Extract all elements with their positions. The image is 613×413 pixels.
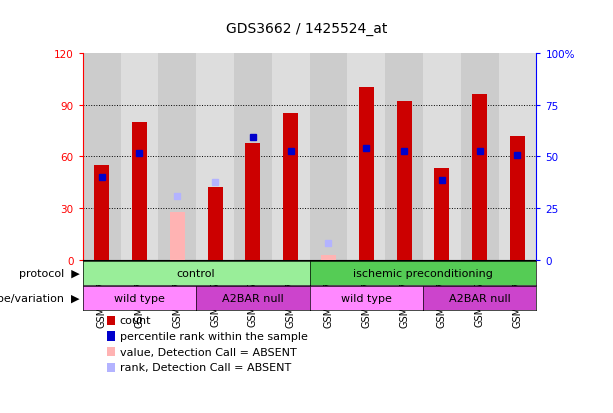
Bar: [245, 143, 261, 260]
Bar: [196, 54, 234, 260]
Text: ischemic preconditioning: ischemic preconditioning: [353, 268, 493, 278]
Text: genotype/variation  ▶: genotype/variation ▶: [0, 294, 80, 304]
Text: control: control: [177, 268, 216, 278]
Bar: [434, 169, 449, 260]
Text: GDS3662 / 1425524_at: GDS3662 / 1425524_at: [226, 22, 387, 36]
Bar: [498, 54, 536, 260]
Bar: [272, 54, 310, 260]
Bar: [283, 114, 299, 260]
Text: A2BAR null: A2BAR null: [222, 294, 284, 304]
Text: count: count: [120, 316, 151, 325]
Bar: [461, 54, 498, 260]
Bar: [321, 255, 336, 260]
Bar: [94, 166, 109, 260]
Bar: [359, 88, 374, 260]
Bar: [510, 136, 525, 260]
Text: wild type: wild type: [341, 294, 392, 304]
Bar: [423, 54, 461, 260]
Text: wild type: wild type: [114, 294, 165, 304]
Bar: [132, 123, 147, 260]
Text: value, Detection Call = ABSENT: value, Detection Call = ABSENT: [120, 347, 296, 357]
Bar: [348, 54, 385, 260]
Text: A2BAR null: A2BAR null: [449, 294, 511, 304]
Bar: [397, 102, 412, 260]
Bar: [310, 54, 348, 260]
Bar: [170, 212, 185, 260]
Text: percentile rank within the sample: percentile rank within the sample: [120, 331, 307, 341]
Bar: [158, 54, 196, 260]
Bar: [385, 54, 423, 260]
Bar: [234, 54, 272, 260]
Bar: [83, 54, 121, 260]
Bar: [207, 188, 223, 260]
Bar: [121, 54, 158, 260]
Bar: [472, 95, 487, 260]
Text: rank, Detection Call = ABSENT: rank, Detection Call = ABSENT: [120, 363, 291, 373]
Text: protocol  ▶: protocol ▶: [19, 268, 80, 278]
